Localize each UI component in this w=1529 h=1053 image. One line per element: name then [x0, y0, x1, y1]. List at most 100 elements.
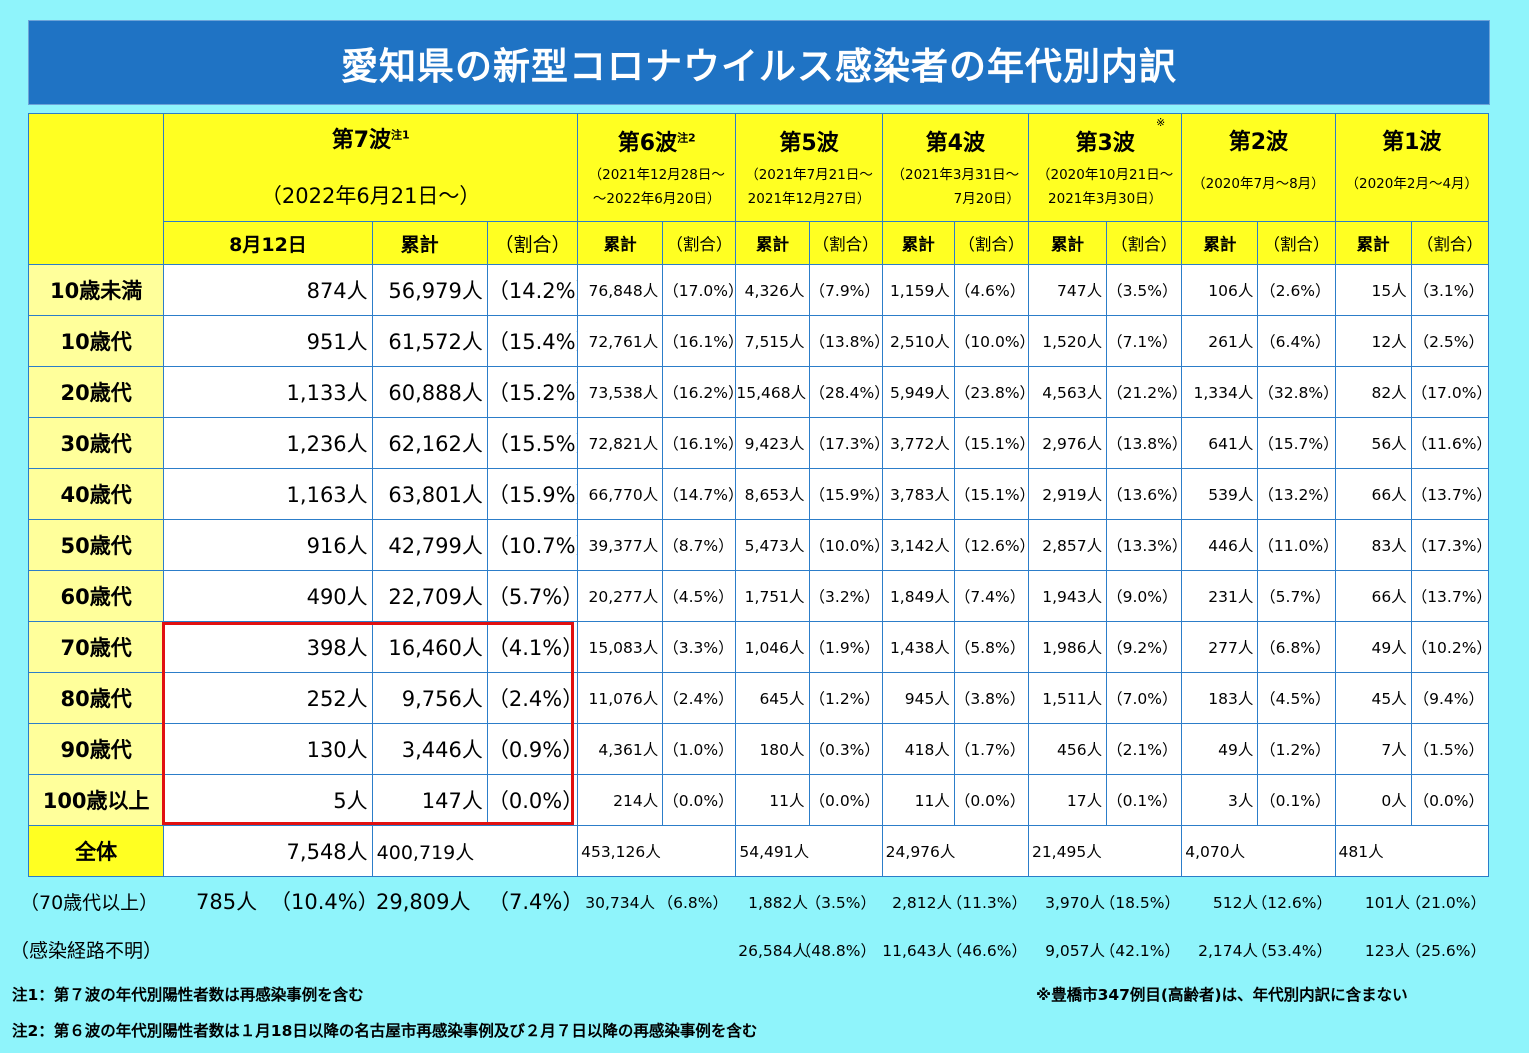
- header-row-waves: 第7波注1 （2022年6月21日～） 第6波注2 （2021年12月28日～ …: [27, 113, 1490, 265]
- table-row: 50歳代916人42,799人（10.7%）39,377人（8.7%）5,473…: [27, 519, 1490, 571]
- cell-ratio: （11.6%）: [1410, 417, 1490, 469]
- wave-6-header: 第6波注2 （2021年12月28日～ ～2022年6月20日）: [577, 113, 737, 222]
- cell-value: 874人: [163, 264, 373, 316]
- cell-value: 446人: [1181, 519, 1259, 571]
- footnote-2: 注2：第６波の年代別陽性者数は１月18日以降の名古屋市再感染事例及び２月７日以降…: [12, 1022, 758, 1040]
- cell-ratio: （0.1%）: [1106, 774, 1183, 826]
- wave-6-note: 注2: [677, 131, 696, 145]
- cell-ratio: （16.2%）: [662, 366, 737, 418]
- over70-ratio: （12.6%）: [1251, 894, 1332, 912]
- cell-value: 82人: [1334, 366, 1412, 418]
- cell-ratio: （5.8%）: [953, 621, 1029, 673]
- wave-3-note: ※: [1156, 116, 1166, 129]
- footnote-3: ※豊橋市347例目(高齢者)は、年代別内訳に含まない: [1036, 986, 1408, 1004]
- cell-ratio: （11.0%）: [1257, 519, 1336, 571]
- cell-value: 63,801人: [371, 468, 488, 520]
- cell-value: 7人: [1334, 723, 1412, 775]
- cell-value: 3,772人: [881, 417, 955, 469]
- over70-count: 3,970人: [1045, 894, 1105, 912]
- cell-value: 7,548人: [163, 825, 373, 877]
- wave-6-name: 第6波: [617, 130, 678, 156]
- cell-ratio: （17.3%）: [1410, 519, 1490, 571]
- cell-value: 0人: [1334, 774, 1412, 826]
- over70-date-count: 785人: [196, 890, 258, 914]
- cell-value: 1,046人: [735, 621, 810, 673]
- wave-3-range-end: 2021年3月30日）: [1048, 190, 1163, 207]
- over70-ratio: （3.5%）: [805, 894, 876, 912]
- wave-7-header: 第7波注1 （2022年6月21日～）: [163, 113, 579, 222]
- wave-1-name: 第1波: [1382, 129, 1442, 155]
- cell-value: 1,849人: [881, 570, 955, 622]
- unknown-route-ratio: （25.6%）: [1405, 942, 1486, 960]
- cell-ratio: （9.0%）: [1106, 570, 1183, 622]
- table-row: 80歳代 252人 9,756人 （2.4%） 11,076人 （2.4%） 645人 （1.…: [27, 672, 1490, 724]
- cell-value: 147人: [371, 774, 488, 826]
- cell-value: 11,076人: [577, 672, 664, 724]
- age-breakdown-table: 第7波注1 （2022年6月21日～） 第6波注2 （2021年12月28日～ …: [27, 113, 1490, 877]
- page-title: 愛知県の新型コロナウイルス感染者の年代別内訳: [28, 20, 1490, 105]
- cell-value: 56人: [1334, 417, 1412, 469]
- row-label: 90歳代: [27, 723, 165, 775]
- cell-ratio: （3.1%）: [1410, 264, 1490, 316]
- cell-value: 45人: [1334, 672, 1412, 724]
- cell-ratio: （5.7%）: [1257, 570, 1336, 622]
- cell-value: 66人: [1334, 468, 1412, 520]
- cell-value: 3人: [1181, 774, 1259, 826]
- over70-count: 2,812人: [892, 894, 952, 912]
- cell-value: 453,126人: [577, 825, 737, 877]
- cell-ratio: （17.0%）: [662, 264, 737, 316]
- cell-ratio: （0.1%）: [1257, 774, 1336, 826]
- unknown-route-ratio: （42.1%）: [1099, 942, 1180, 960]
- over70-label: （70歳代以上）: [20, 892, 159, 914]
- cell-ratio: （12.6%）: [953, 519, 1029, 571]
- cell-value: 180人: [735, 723, 810, 775]
- cell-value: 645人: [735, 672, 810, 724]
- cell-value: （15.5%）: [486, 417, 579, 469]
- unknown-route-count: 11,643人: [882, 942, 952, 960]
- cell-ratio: （4.6%）: [953, 264, 1029, 316]
- cell-value: 1,986人: [1027, 621, 1108, 673]
- cell-ratio: （4.5%）: [662, 570, 737, 622]
- cell-ratio: （6.4%）: [1257, 315, 1336, 367]
- cell-value: 1,163人: [163, 468, 373, 520]
- cell-value: 400,719人: [371, 825, 579, 877]
- cell-ratio: （15.7%）: [1257, 417, 1336, 469]
- cell-value: （15.2%）: [486, 366, 579, 418]
- cell-ratio: （0.0%）: [1410, 774, 1490, 826]
- cell-ratio: （4.5%）: [1257, 672, 1336, 724]
- cell-value: （10.7%）: [486, 519, 579, 571]
- cell-value: 951人: [163, 315, 373, 367]
- wave-5-header: 第5波 （2021年7月21日～ 2021年12月27日）: [735, 113, 883, 222]
- cell-value: 261人: [1181, 315, 1259, 367]
- row-label: 60歳代: [27, 570, 165, 622]
- cell-value: （5.7%）: [486, 570, 579, 622]
- row-label: 30歳代: [27, 417, 165, 469]
- cell-ratio: （28.4%）: [808, 366, 883, 418]
- cell-ratio: （13.6%）: [1106, 468, 1183, 520]
- header-corner: [27, 113, 165, 265]
- cell-ratio: （9.2%）: [1106, 621, 1183, 673]
- wave-2-name: 第2波: [1228, 129, 1289, 155]
- cell-value: 1,159人: [881, 264, 955, 316]
- cell-value: 4,563人: [1027, 366, 1108, 418]
- cell-value: 24,976人: [881, 825, 1029, 877]
- cell-ratio: （3.8%）: [953, 672, 1029, 724]
- wave-3-name: 第3波: [1075, 130, 1135, 156]
- cell-value: （14.2%）: [486, 264, 579, 316]
- cell-ratio: （14.7%）: [662, 468, 737, 520]
- cell-ratio: （10.0%）: [953, 315, 1029, 367]
- cell-value: 252人: [163, 672, 373, 724]
- cell-value: 72,821人: [577, 417, 664, 469]
- cell-value: 1,751人: [735, 570, 810, 622]
- cell-ratio: （21.2%）: [1106, 366, 1183, 418]
- cell-ratio: （10.2%）: [1410, 621, 1490, 673]
- over70-ratio: （18.5%）: [1099, 894, 1180, 912]
- cell-value: 916人: [163, 519, 373, 571]
- cell-value: 15人: [1334, 264, 1412, 316]
- table-row: 30歳代1,236人62,162人（15.5%）72,821人（16.1%）9,…: [27, 417, 1490, 469]
- over70-count: 30,734人: [585, 894, 655, 912]
- cell-value: 7,515人: [735, 315, 810, 367]
- cell-ratio: （15.9%）: [808, 468, 883, 520]
- cell-ratio: （7.4%）: [953, 570, 1029, 622]
- cell-value: 456人: [1027, 723, 1108, 775]
